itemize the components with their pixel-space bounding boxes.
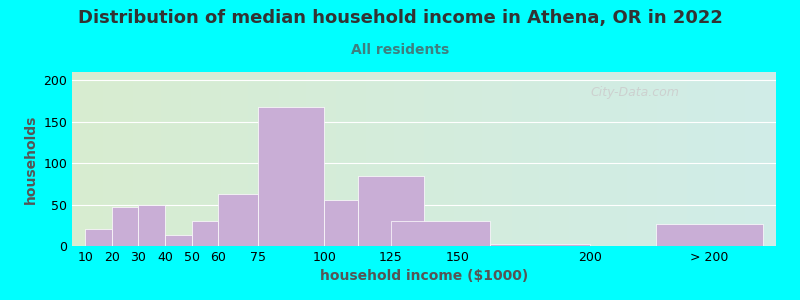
Bar bbox=[165, 235, 191, 246]
X-axis label: household income ($1000): household income ($1000) bbox=[320, 269, 528, 284]
Bar bbox=[138, 205, 165, 246]
Bar bbox=[324, 200, 358, 246]
Bar bbox=[657, 224, 762, 246]
Bar bbox=[112, 207, 138, 246]
Text: All residents: All residents bbox=[351, 44, 449, 58]
Bar bbox=[218, 194, 258, 246]
Text: City-Data.com: City-Data.com bbox=[590, 86, 680, 99]
Text: Distribution of median household income in Athena, OR in 2022: Distribution of median household income … bbox=[78, 9, 722, 27]
Bar bbox=[191, 221, 218, 246]
Bar bbox=[358, 176, 424, 246]
Bar bbox=[258, 107, 324, 246]
Bar bbox=[490, 244, 590, 246]
Bar bbox=[390, 221, 490, 246]
Y-axis label: households: households bbox=[24, 114, 38, 204]
Bar bbox=[86, 230, 112, 246]
